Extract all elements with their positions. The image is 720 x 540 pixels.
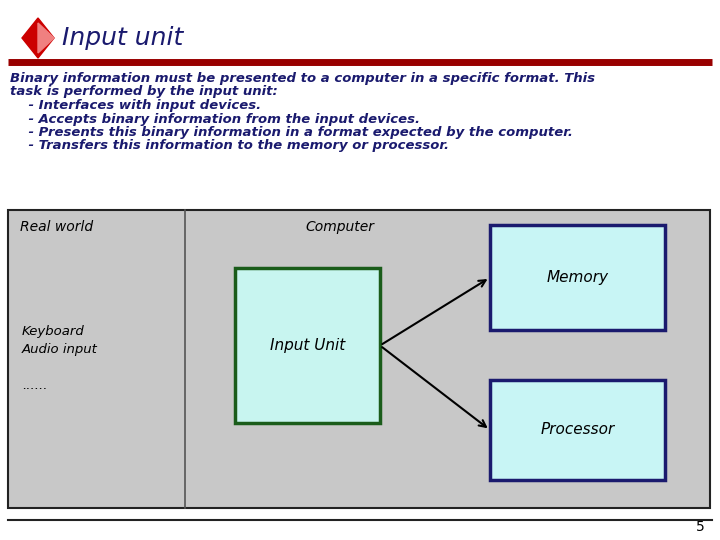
- Text: Processor: Processor: [541, 422, 615, 437]
- Text: Keyboard
Audio input

......: Keyboard Audio input ......: [22, 325, 98, 392]
- Text: - Transfers this information to the memory or processor.: - Transfers this information to the memo…: [10, 139, 449, 152]
- Text: - Accepts binary information from the input devices.: - Accepts binary information from the in…: [10, 112, 420, 125]
- Text: - Interfaces with input devices.: - Interfaces with input devices.: [10, 99, 261, 112]
- Bar: [490, 380, 665, 480]
- Text: Binary information must be presented to a computer in a specific format. This: Binary information must be presented to …: [10, 72, 595, 85]
- Text: Memory: Memory: [546, 270, 608, 285]
- Bar: [8, 210, 710, 508]
- Polygon shape: [22, 18, 54, 58]
- Text: Computer: Computer: [305, 220, 374, 234]
- Bar: [235, 268, 380, 423]
- Text: Input unit: Input unit: [62, 26, 184, 50]
- Text: Input Unit: Input Unit: [270, 338, 345, 353]
- Text: task is performed by the input unit:: task is performed by the input unit:: [10, 85, 278, 98]
- Text: 5: 5: [696, 520, 705, 534]
- Text: Real world: Real world: [20, 220, 93, 234]
- Polygon shape: [38, 23, 54, 53]
- Bar: [490, 225, 665, 330]
- Text: - Presents this binary information in a format expected by the computer.: - Presents this binary information in a …: [10, 126, 573, 139]
